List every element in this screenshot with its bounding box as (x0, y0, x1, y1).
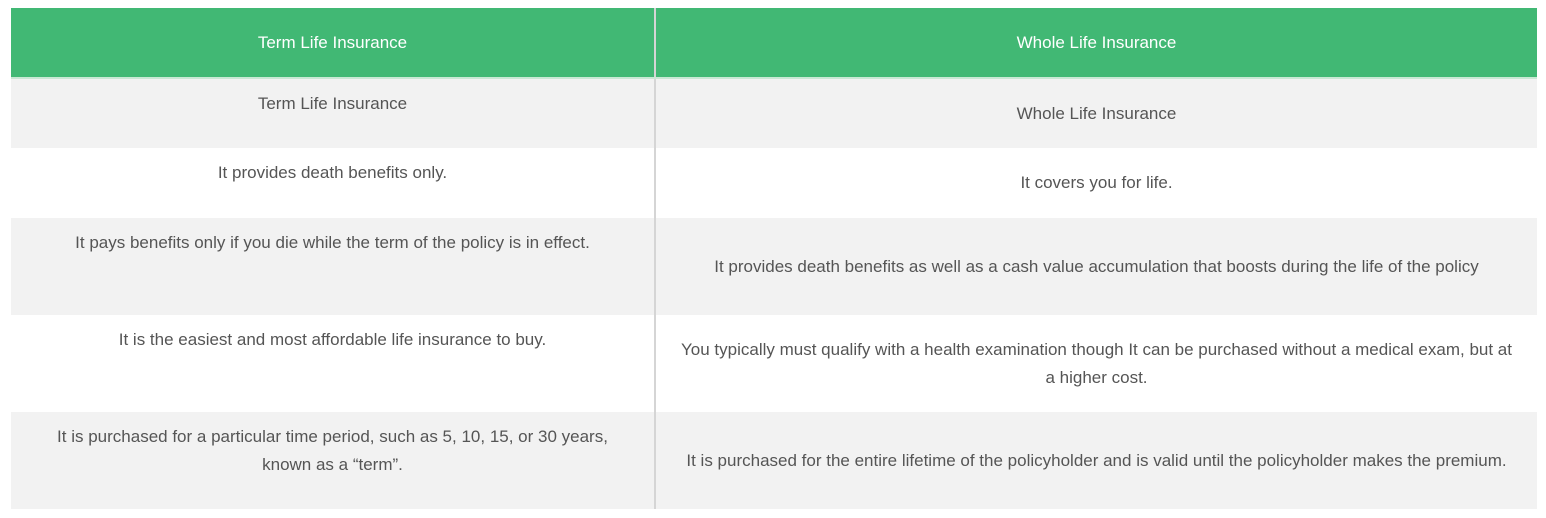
cell-term: It is the easiest and most affordable li… (11, 315, 656, 412)
cell-term: Term Life Insurance (11, 78, 656, 148)
cell-whole: You typically must qualify with a health… (655, 315, 1537, 412)
cell-whole: Whole Life Insurance (655, 78, 1537, 148)
table-row: It pays benefits only if you die while t… (11, 218, 1537, 315)
cell-whole: It provides death benefits as well as a … (655, 218, 1537, 315)
cell-term: It is purchased for a particular time pe… (11, 412, 656, 509)
header-whole-life: Whole Life Insurance (655, 8, 1537, 79)
header-term-life: Term Life Insurance (11, 8, 656, 79)
cell-whole: It is purchased for the entire lifetime … (655, 412, 1537, 509)
header-row: Term Life Insurance Whole Life Insurance (11, 8, 1537, 79)
table-row: It is purchased for a particular time pe… (11, 412, 1537, 509)
table-row: Term Life Insurance Whole Life Insurance (11, 78, 1537, 148)
cell-term: It pays benefits only if you die while t… (11, 218, 656, 315)
table-row: It is the easiest and most affordable li… (11, 315, 1537, 412)
cell-whole: It covers you for life. (655, 148, 1537, 218)
comparison-table: Term Life Insurance Whole Life Insurance… (11, 8, 1537, 509)
cell-term: It provides death benefits only. (11, 148, 656, 218)
table-row: It provides death benefits only. It cove… (11, 148, 1537, 218)
